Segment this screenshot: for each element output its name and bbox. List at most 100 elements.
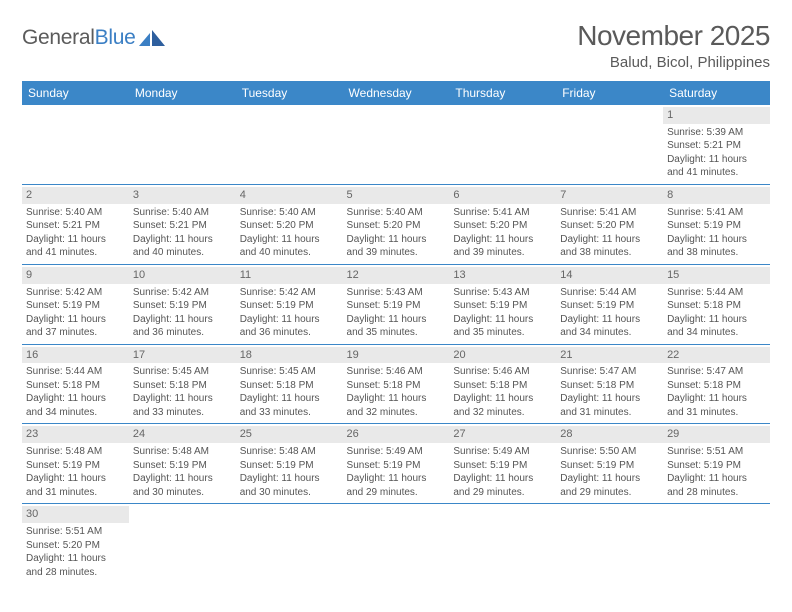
daylight-text: Daylight: 11 hours and 41 minutes. bbox=[26, 233, 125, 260]
daylight-text: Daylight: 11 hours and 31 minutes. bbox=[560, 392, 659, 419]
day-details: Sunrise: 5:40 AMSunset: 5:20 PMDaylight:… bbox=[347, 206, 446, 260]
day-details: Sunrise: 5:42 AMSunset: 5:19 PMDaylight:… bbox=[133, 286, 232, 340]
sunrise-text: Sunrise: 5:42 AM bbox=[26, 286, 125, 300]
calendar-cell-empty: 0 bbox=[236, 105, 343, 184]
sunrise-text: Sunrise: 5:49 AM bbox=[347, 445, 446, 459]
calendar-cell: 12 Sunrise: 5:43 AMSunset: 5:19 PMDayligh… bbox=[343, 264, 450, 344]
sunset-text: Sunset: 5:18 PM bbox=[240, 379, 339, 393]
calendar-cell: 30Sunrise: 5:51 AMSunset: 5:20 PMDayligh… bbox=[22, 504, 129, 583]
sunset-text: Sunset: 5:18 PM bbox=[667, 299, 766, 313]
day-number: 11 bbox=[236, 267, 343, 284]
sunrise-text: Sunrise: 5:43 AM bbox=[347, 286, 446, 300]
day-details: Sunrise: 5:41 AMSunset: 5:20 PMDaylight:… bbox=[560, 206, 659, 260]
calendar-cell-empty: 0 bbox=[663, 504, 770, 583]
daylight-text: Daylight: 11 hours and 36 minutes. bbox=[240, 313, 339, 340]
daylight-text: Daylight: 11 hours and 34 minutes. bbox=[667, 313, 766, 340]
daylight-text: Daylight: 11 hours and 33 minutes. bbox=[240, 392, 339, 419]
day-details: Sunrise: 5:44 AMSunset: 5:18 PMDaylight:… bbox=[26, 365, 125, 419]
logo-sail-icon bbox=[139, 30, 165, 46]
daylight-text: Daylight: 11 hours and 30 minutes. bbox=[240, 472, 339, 499]
day-details: Sunrise: 5:39 AMSunset: 5:21 PMDaylight:… bbox=[667, 126, 766, 180]
sunrise-text: Sunrise: 5:41 AM bbox=[667, 206, 766, 220]
day-details: Sunrise: 5:40 AMSunset: 5:21 PMDaylight:… bbox=[133, 206, 232, 260]
daylight-text: Daylight: 11 hours and 29 minutes. bbox=[453, 472, 552, 499]
calendar-cell: 14Sunrise: 5:44 AMSunset: 5:19 PMDayligh… bbox=[556, 264, 663, 344]
calendar-cell-empty: 0 bbox=[343, 105, 450, 184]
calendar-cell: 20Sunrise: 5:46 AMSunset: 5:18 PMDayligh… bbox=[449, 344, 556, 424]
daylight-text: Daylight: 11 hours and 35 minutes. bbox=[347, 313, 446, 340]
calendar-row: 0000001Sunrise: 5:39 AMSunset: 5:21 PMDa… bbox=[22, 105, 770, 184]
sunset-text: Sunset: 5:19 PM bbox=[133, 459, 232, 473]
calendar-cell-empty: 0 bbox=[449, 504, 556, 583]
calendar-table: Sunday Monday Tuesday Wednesday Thursday… bbox=[22, 81, 770, 583]
calendar-cell-empty: 0 bbox=[556, 105, 663, 184]
sunset-text: Sunset: 5:19 PM bbox=[26, 459, 125, 473]
day-number: 1 bbox=[663, 107, 770, 124]
day-details: Sunrise: 5:51 AMSunset: 5:19 PMDaylight:… bbox=[667, 445, 766, 499]
day-number: 15 bbox=[663, 267, 770, 284]
day-details: Sunrise: 5:48 AMSunset: 5:19 PMDaylight:… bbox=[240, 445, 339, 499]
day-details: Sunrise: 5:49 AMSunset: 5:19 PMDaylight:… bbox=[453, 445, 552, 499]
daylight-text: Daylight: 11 hours and 38 minutes. bbox=[667, 233, 766, 260]
calendar-cell: 25Sunrise: 5:48 AMSunset: 5:19 PMDayligh… bbox=[236, 424, 343, 504]
calendar-cell: 23Sunrise: 5:48 AMSunset: 5:19 PMDayligh… bbox=[22, 424, 129, 504]
sunrise-text: Sunrise: 5:42 AM bbox=[133, 286, 232, 300]
sunset-text: Sunset: 5:19 PM bbox=[453, 459, 552, 473]
day-number: 30 bbox=[22, 506, 129, 523]
daylight-text: Daylight: 11 hours and 32 minutes. bbox=[453, 392, 552, 419]
day-number: 29 bbox=[663, 426, 770, 443]
calendar-cell: 18Sunrise: 5:45 AMSunset: 5:18 PMDayligh… bbox=[236, 344, 343, 424]
daylight-text: Daylight: 11 hours and 32 minutes. bbox=[347, 392, 446, 419]
calendar-cell: 26Sunrise: 5:49 AMSunset: 5:19 PMDayligh… bbox=[343, 424, 450, 504]
day-number: 5 bbox=[343, 187, 450, 204]
sunrise-text: Sunrise: 5:43 AM bbox=[453, 286, 552, 300]
logo-text-general: General bbox=[22, 26, 95, 49]
day-number: 26 bbox=[343, 426, 450, 443]
calendar-location: Balud, Bicol, Philippines bbox=[577, 54, 770, 71]
calendar-cell-empty: 0 bbox=[343, 504, 450, 583]
sunrise-text: Sunrise: 5:50 AM bbox=[560, 445, 659, 459]
daylight-text: Daylight: 11 hours and 36 minutes. bbox=[133, 313, 232, 340]
logo-text: GeneralBlue bbox=[22, 26, 135, 50]
sunrise-text: Sunrise: 5:48 AM bbox=[26, 445, 125, 459]
sunset-text: Sunset: 5:19 PM bbox=[347, 459, 446, 473]
sunset-text: Sunset: 5:20 PM bbox=[560, 219, 659, 233]
calendar-title: November 2025 bbox=[577, 20, 770, 52]
sunset-text: Sunset: 5:18 PM bbox=[347, 379, 446, 393]
calendar-row: 16Sunrise: 5:44 AMSunset: 5:18 PMDayligh… bbox=[22, 344, 770, 424]
calendar-cell: 22Sunrise: 5:47 AMSunset: 5:18 PMDayligh… bbox=[663, 344, 770, 424]
sunset-text: Sunset: 5:19 PM bbox=[26, 299, 125, 313]
calendar-cell: 19Sunrise: 5:46 AMSunset: 5:18 PMDayligh… bbox=[343, 344, 450, 424]
day-details: Sunrise: 5:48 AMSunset: 5:19 PMDaylight:… bbox=[26, 445, 125, 499]
daylight-text: Daylight: 11 hours and 40 minutes. bbox=[240, 233, 339, 260]
day-number: 9 bbox=[22, 267, 129, 284]
daylight-text: Daylight: 11 hours and 37 minutes. bbox=[26, 313, 125, 340]
daylight-text: Daylight: 11 hours and 35 minutes. bbox=[453, 313, 552, 340]
sunset-text: Sunset: 5:19 PM bbox=[347, 299, 446, 313]
sunset-text: Sunset: 5:18 PM bbox=[26, 379, 125, 393]
calendar-cell: 16Sunrise: 5:44 AMSunset: 5:18 PMDayligh… bbox=[22, 344, 129, 424]
sunrise-text: Sunrise: 5:45 AM bbox=[240, 365, 339, 379]
calendar-cell: 15Sunrise: 5:44 AMSunset: 5:18 PMDayligh… bbox=[663, 264, 770, 344]
daylight-text: Daylight: 11 hours and 33 minutes. bbox=[133, 392, 232, 419]
daylight-text: Daylight: 11 hours and 38 minutes. bbox=[560, 233, 659, 260]
calendar-row: 23Sunrise: 5:48 AMSunset: 5:19 PMDayligh… bbox=[22, 424, 770, 504]
day-number: 3 bbox=[129, 187, 236, 204]
sunset-text: Sunset: 5:18 PM bbox=[453, 379, 552, 393]
sunrise-text: Sunrise: 5:42 AM bbox=[240, 286, 339, 300]
daylight-text: Daylight: 11 hours and 31 minutes. bbox=[667, 392, 766, 419]
day-details: Sunrise: 5:48 AMSunset: 5:19 PMDaylight:… bbox=[133, 445, 232, 499]
day-details: Sunrise: 5:42 AMSunset: 5:19 PMDaylight:… bbox=[26, 286, 125, 340]
sunrise-text: Sunrise: 5:44 AM bbox=[26, 365, 125, 379]
sunset-text: Sunset: 5:19 PM bbox=[133, 299, 232, 313]
calendar-row: 9Sunrise: 5:42 AMSunset: 5:19 PMDaylight… bbox=[22, 264, 770, 344]
sunset-text: Sunset: 5:19 PM bbox=[560, 459, 659, 473]
day-number: 13 bbox=[449, 267, 556, 284]
sunrise-text: Sunrise: 5:41 AM bbox=[560, 206, 659, 220]
day-number: 27 bbox=[449, 426, 556, 443]
weekday-header: Saturday bbox=[663, 81, 770, 105]
sunrise-text: Sunrise: 5:51 AM bbox=[667, 445, 766, 459]
day-number: 12 bbox=[343, 267, 450, 284]
daylight-text: Daylight: 11 hours and 34 minutes. bbox=[560, 313, 659, 340]
calendar-cell: 4Sunrise: 5:40 AMSunset: 5:20 PMDaylight… bbox=[236, 184, 343, 264]
